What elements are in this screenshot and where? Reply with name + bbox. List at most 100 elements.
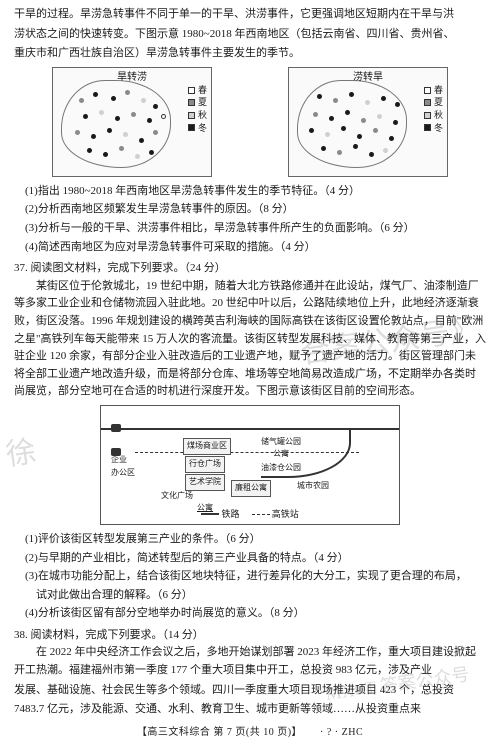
- map-dot: [111, 96, 116, 101]
- item38-p1: 在 2022 年中央经济工作会议之后，多地开始谋划部署 2023 年经济工作，重…: [14, 644, 486, 679]
- intro-line: 干旱的过程。旱涝急转事件不同于单一的干旱、洪涝事件，它更强调地区短期内在干旱与洪: [14, 6, 486, 24]
- map-dot: [123, 132, 128, 137]
- legend-label: 秋: [198, 109, 207, 122]
- diagram-legend: 铁路 高铁站: [101, 507, 399, 521]
- map-dot: [317, 94, 322, 99]
- map-dot: [395, 102, 400, 107]
- map-dot: [139, 138, 144, 143]
- legend-item: 春: [188, 84, 207, 97]
- map-dot: [91, 134, 96, 139]
- map-dot: [125, 90, 130, 95]
- item38-head: 38. 阅读材料，完成下列要求。（14 分）: [14, 627, 486, 645]
- item37-para: 某街区位于伦敦城北，19 世纪中期，随着大北方铁路修通并在此设站，煤气厂、油漆制…: [14, 278, 486, 401]
- diagram-box: 公寓: [273, 448, 289, 461]
- map-dot: [321, 146, 326, 151]
- legend-label: 春: [434, 84, 443, 97]
- item38-p2: 发展、基础设施、社会民生等多个领域。四川一季度重大项目现场推进项目 423 个，…: [14, 682, 486, 700]
- diagram-box: 廉租公寓: [231, 480, 271, 497]
- watermark: 徐: [3, 428, 39, 480]
- legend-hsr: 高铁站: [252, 507, 299, 521]
- q37-4: (4)分析该街区留有部分空地举办时尚展览的意义。（8 分）: [25, 605, 486, 623]
- legend-item: 秋: [424, 109, 443, 122]
- map-dot: [369, 152, 374, 157]
- map-dot: [107, 128, 112, 133]
- station-icon: [111, 448, 121, 456]
- legend-label: 夏: [434, 96, 443, 109]
- map-dot: [149, 150, 154, 155]
- item38-p3: 7483.7 亿元，涉及能源、交通、水利、教育卫生、城市更新等领域……从投资重点…: [14, 701, 486, 719]
- diagram-box: 煤场商业区: [183, 438, 231, 455]
- station-icon: [111, 424, 121, 432]
- page-footer: 【高三文科综合 第 7 页(共 10 页)】 · ? · ZHC: [14, 725, 486, 741]
- map-dot: [147, 118, 152, 123]
- map-dot: [131, 112, 136, 117]
- q37-3a: (3)在城市功能分配上，结合该街区地块特征，进行差异化的大分工，实现了更合理的布…: [25, 568, 486, 586]
- legend-item: 冬: [424, 122, 443, 135]
- intro-line: 涝状态之间的快速转变。下图示意 1980~2018 年西南地区（包括云南省、四川…: [14, 26, 486, 44]
- legend-swatch: [424, 99, 431, 106]
- map-dot: [333, 98, 338, 103]
- legend-label: 夏: [198, 96, 207, 109]
- diagram-box: 公寓: [197, 502, 213, 515]
- q36-3: (3)分析与一般的干旱、洪涝事件相比，旱涝急转事件所产生的负面影响。（6 分）: [25, 220, 486, 238]
- map-dot: [153, 104, 158, 109]
- diagram-box: 储气罐公园: [261, 436, 301, 449]
- map-legend: 春夏秋冬: [424, 84, 443, 134]
- map-right-title: 涝转旱: [353, 70, 383, 86]
- diagram-box: 企业 办公区: [111, 454, 135, 480]
- map-dot: [383, 148, 388, 153]
- legend-swatch: [188, 124, 195, 131]
- legend-item: 夏: [188, 96, 207, 109]
- map-dot: [79, 98, 84, 103]
- map-dot: [337, 150, 342, 155]
- q36-1: (1)指出 1980~2018 年西南地区旱涝急转事件发生的季节特征。（4 分）: [25, 183, 486, 201]
- q37-2: (2)与早期的产业相比，简述转型后的第三产业具备的特点。（4 分）: [25, 550, 486, 568]
- map-dot: [119, 146, 124, 151]
- footer-code: · ? · ZHC: [320, 727, 363, 738]
- map-dot: [389, 136, 394, 141]
- rail-line: [101, 428, 399, 430]
- legend-item: 春: [424, 84, 443, 97]
- map-dot: [309, 128, 314, 133]
- map-dot: [115, 116, 120, 121]
- map-dot: [93, 92, 98, 97]
- map-dot: [153, 130, 158, 135]
- map-dot: [161, 114, 166, 119]
- diagram-box: 油漆仓公园: [261, 462, 301, 475]
- street-diagram: 铁路 高铁站 企业 办公区煤场商业区行仓广场储气罐公园公寓油漆仓公园艺术学院文化…: [100, 405, 400, 525]
- map-dot: [345, 110, 350, 115]
- map-dot: [135, 154, 140, 159]
- map-dot: [393, 120, 398, 125]
- map-dot: [373, 128, 378, 133]
- q37-3b: 试对此做出合理的解释。（6 分）: [36, 587, 486, 605]
- q37-1: (1)评价该街区转型发展第三产业的条件。（6 分）: [25, 531, 486, 549]
- legend-item: 秋: [188, 109, 207, 122]
- diagram-box: 艺术学院: [185, 474, 225, 491]
- legend-swatch: [424, 112, 431, 119]
- diagram-box: 行仓广场: [185, 456, 225, 473]
- q36-2: (2)分析西南地区频繁发生旱涝急转事件的原因。（8 分）: [25, 201, 486, 219]
- legend-label: 春: [198, 84, 207, 97]
- map-dot: [381, 96, 386, 101]
- map-dot: [329, 116, 334, 121]
- map-dot: [313, 112, 318, 117]
- legend-swatch: [424, 124, 431, 131]
- map-right: 涝转旱 春夏秋冬: [288, 67, 448, 177]
- map-dot: [349, 92, 354, 97]
- map-dot: [141, 98, 146, 103]
- map-legend: 春夏秋冬: [188, 84, 207, 134]
- map-left-title: 旱转涝: [117, 70, 147, 86]
- map-dot: [75, 130, 80, 135]
- q36-4: (4)简述西南地区为应对旱涝急转事件可采取的措施。（4 分）: [25, 239, 486, 257]
- diagram-box: 城市农园: [297, 480, 329, 493]
- legend-swatch: [424, 87, 431, 94]
- map-dot: [377, 114, 382, 119]
- legend-label: 冬: [198, 122, 207, 135]
- legend-label: 冬: [434, 122, 443, 135]
- legend-label: 秋: [434, 109, 443, 122]
- diagram-box: 文化广场: [161, 490, 193, 503]
- map-dot: [99, 110, 104, 115]
- legend-item: 冬: [188, 122, 207, 135]
- legend-swatch: [188, 112, 195, 119]
- legend-swatch: [188, 99, 195, 106]
